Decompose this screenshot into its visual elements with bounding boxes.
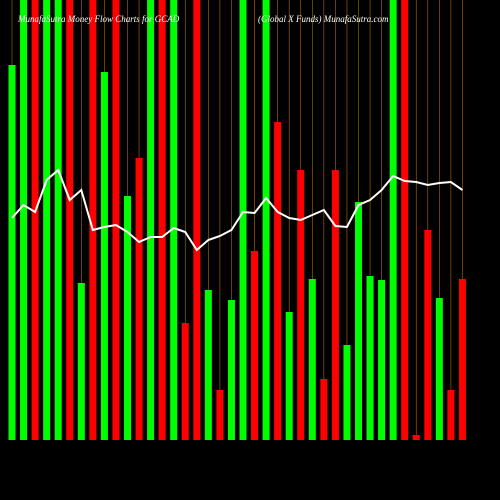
- bar: [412, 435, 420, 440]
- bar: [458, 279, 466, 440]
- bar: [158, 0, 166, 440]
- bar: [297, 170, 305, 440]
- bar: [239, 0, 247, 440]
- bar: [112, 0, 120, 440]
- bar: [124, 196, 131, 440]
- bar: [331, 170, 339, 440]
- bar: [193, 0, 201, 440]
- bar: [66, 0, 74, 440]
- plot: [8, 0, 466, 440]
- bar: [43, 0, 51, 440]
- chart-subtitle: (Global X Funds) MunafaSutra.com: [258, 14, 389, 24]
- money-flow-line: [11, 168, 464, 252]
- bar: [355, 202, 362, 440]
- bar: [251, 251, 259, 440]
- bar: [170, 0, 178, 440]
- bar: [204, 290, 212, 440]
- bar: [366, 276, 374, 440]
- bar: [320, 379, 328, 440]
- bar: [31, 0, 39, 440]
- bar: [216, 390, 224, 440]
- bar: [227, 300, 235, 440]
- bar: [435, 298, 443, 440]
- bar: [77, 283, 85, 440]
- bar: [389, 0, 397, 440]
- bar: [181, 323, 189, 440]
- bar: [343, 345, 351, 440]
- bar: [20, 0, 28, 440]
- bar: [100, 72, 108, 440]
- bar: [378, 280, 386, 440]
- chart-title: MunafaSutra Money Flow Charts for GCAD: [17, 14, 180, 24]
- bar: [135, 158, 143, 440]
- bar: [54, 0, 62, 440]
- bar: [89, 0, 97, 440]
- bar: [274, 122, 282, 440]
- bar: [401, 0, 409, 440]
- bar: [8, 65, 16, 440]
- bar: [308, 279, 316, 440]
- bar: [285, 312, 293, 440]
- bar: [262, 0, 270, 440]
- bar: [424, 230, 432, 440]
- bar: [147, 0, 155, 440]
- bar: [447, 390, 455, 440]
